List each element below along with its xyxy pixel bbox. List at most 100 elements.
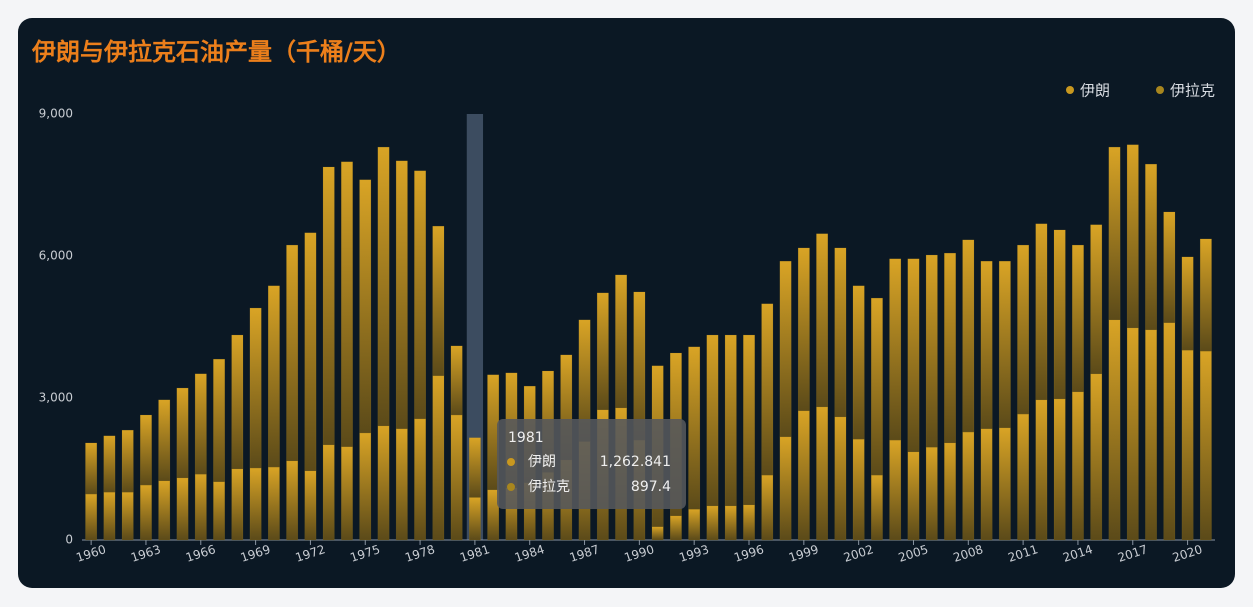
bar bbox=[213, 481, 225, 541]
bar bbox=[944, 442, 956, 541]
bar bbox=[103, 435, 116, 493]
bar bbox=[1199, 350, 1212, 541]
bar bbox=[1108, 146, 1121, 321]
bar bbox=[1072, 244, 1084, 393]
bar bbox=[176, 477, 189, 541]
bar bbox=[468, 497, 481, 541]
bar bbox=[359, 179, 372, 434]
bar bbox=[286, 244, 299, 462]
bar bbox=[816, 233, 829, 408]
tooltip-value: 1,262.841 bbox=[600, 454, 671, 470]
bar bbox=[267, 466, 280, 541]
bar bbox=[743, 504, 755, 541]
bar bbox=[633, 291, 646, 441]
bar bbox=[834, 416, 847, 541]
bar bbox=[1017, 413, 1030, 541]
bar bbox=[85, 493, 98, 541]
bar bbox=[414, 170, 426, 420]
bar bbox=[231, 468, 244, 541]
bar bbox=[925, 446, 938, 541]
bar bbox=[688, 508, 701, 541]
bar bbox=[304, 232, 317, 472]
bar bbox=[1035, 223, 1048, 401]
bar bbox=[140, 414, 152, 486]
bar bbox=[140, 484, 152, 541]
bar bbox=[1090, 224, 1103, 375]
bar bbox=[1108, 319, 1121, 541]
bar bbox=[1145, 329, 1157, 541]
bar bbox=[414, 418, 426, 541]
bar bbox=[669, 515, 682, 541]
bar bbox=[194, 473, 207, 541]
bar bbox=[907, 451, 920, 541]
bar bbox=[706, 334, 719, 507]
bar bbox=[1163, 211, 1176, 323]
bar bbox=[322, 166, 335, 446]
bar bbox=[980, 428, 993, 541]
y-tick-label: 3,000 bbox=[39, 391, 73, 405]
bar bbox=[871, 474, 883, 541]
bar bbox=[889, 439, 902, 541]
tooltip-box bbox=[497, 419, 686, 509]
bar bbox=[724, 505, 737, 541]
bar bbox=[1090, 373, 1103, 541]
bar bbox=[432, 375, 445, 541]
bar bbox=[998, 427, 1011, 541]
bar bbox=[121, 491, 134, 541]
bar bbox=[779, 436, 792, 541]
bar bbox=[889, 258, 902, 441]
legend-dot bbox=[1156, 86, 1164, 94]
bar bbox=[341, 446, 353, 541]
bar bbox=[706, 505, 719, 541]
bar bbox=[304, 470, 317, 541]
bar bbox=[176, 387, 189, 479]
bar bbox=[743, 334, 755, 506]
bar bbox=[907, 258, 920, 453]
bar bbox=[322, 444, 335, 541]
bar bbox=[286, 460, 299, 541]
bar bbox=[1126, 144, 1139, 329]
y-tick-label: 0 bbox=[65, 533, 73, 547]
tooltip-title: 1981 bbox=[508, 430, 544, 446]
bar bbox=[1017, 244, 1030, 415]
bar bbox=[359, 432, 372, 541]
bar bbox=[158, 480, 171, 541]
y-tick-label: 9,000 bbox=[39, 107, 73, 121]
legend-dot bbox=[1066, 86, 1074, 94]
bar bbox=[944, 252, 956, 444]
chart-title: 伊朗与伊拉克石油产量（千桶/天） bbox=[31, 38, 401, 66]
bar bbox=[267, 285, 280, 468]
bar bbox=[1126, 327, 1139, 541]
bar bbox=[194, 373, 207, 475]
bar bbox=[761, 303, 774, 476]
tooltip-value: 897.4 bbox=[631, 479, 671, 495]
bar bbox=[450, 414, 463, 541]
bar bbox=[85, 442, 98, 495]
bar bbox=[1181, 349, 1194, 541]
bar bbox=[231, 334, 244, 470]
bar bbox=[1199, 238, 1212, 352]
bar bbox=[816, 406, 829, 541]
bar bbox=[1163, 322, 1176, 541]
bar bbox=[615, 274, 628, 409]
bar bbox=[1035, 399, 1048, 541]
bar bbox=[1053, 229, 1066, 400]
bar bbox=[779, 260, 792, 438]
bar bbox=[377, 146, 390, 427]
bar bbox=[852, 285, 865, 440]
bar bbox=[103, 491, 116, 541]
bar bbox=[450, 345, 463, 416]
bar bbox=[834, 247, 847, 418]
bar bbox=[213, 358, 225, 483]
bar bbox=[596, 292, 609, 411]
bar bbox=[395, 160, 408, 430]
bar bbox=[925, 254, 938, 448]
bar bbox=[341, 161, 353, 448]
bar bbox=[962, 431, 975, 541]
tooltip: 1981 伊朗 1,262.841 伊拉克 897.4 bbox=[497, 419, 686, 509]
bar bbox=[998, 260, 1011, 429]
bar bbox=[249, 467, 262, 541]
tooltip-dot bbox=[507, 483, 515, 491]
legend-label: 伊朗 bbox=[1080, 82, 1110, 100]
